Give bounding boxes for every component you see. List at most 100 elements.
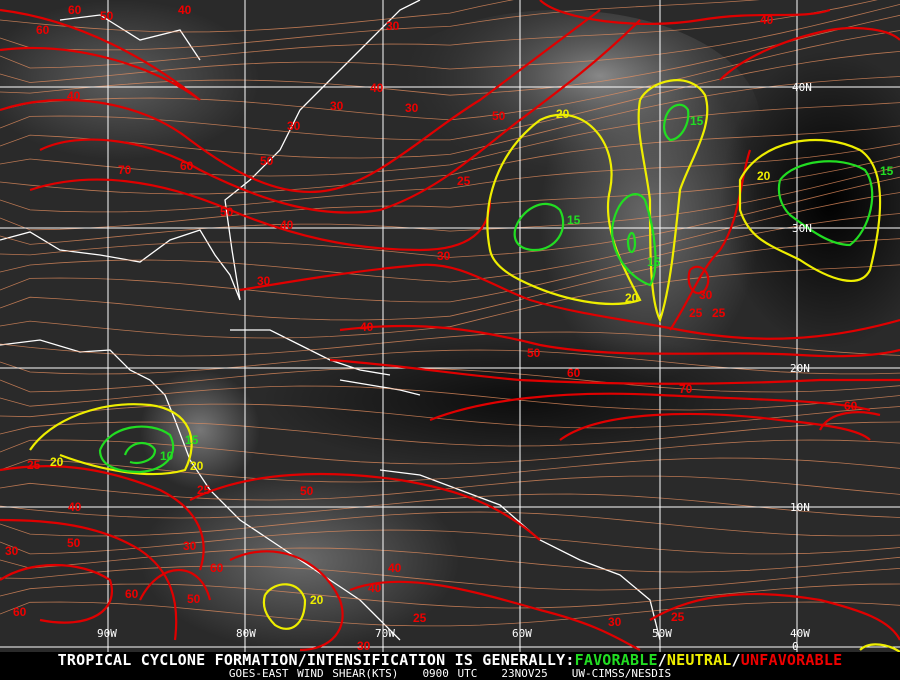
contour-label: 50 [260, 154, 274, 168]
contour-label: 15 [880, 164, 894, 178]
legend-separator: / [657, 651, 667, 669]
streamline [0, 14, 900, 96]
contour-label: 60 [567, 366, 581, 380]
contour-label: 20 [556, 107, 570, 121]
contour-label: 30 [437, 249, 451, 263]
map-caption: TROPICAL CYCLONE FORMATION/INTENSIFICATI… [0, 652, 900, 680]
contour-label: 50 [100, 9, 114, 23]
lon-label: 80W [236, 627, 256, 640]
neutral-contours [29, 79, 900, 652]
contour-label: 30 [330, 99, 344, 113]
contour-labels: 60 50 40 30 30 40 30 50 50 60 30 40 70 60 50 40 30 30 25 20… [5, 3, 894, 652]
legend-favorable: FAVORABLE [574, 651, 658, 669]
streamline [0, 213, 900, 303]
contour-label: 30 [405, 101, 419, 115]
contour-label: 30 [183, 539, 197, 553]
favorability-legend: TROPICAL CYCLONE FORMATION/INTENSIFICATI… [0, 652, 900, 668]
satellite-name: GOES-EAST [228, 667, 289, 680]
contour-label: 70 [118, 163, 132, 177]
streamline [0, 367, 900, 393]
product-info: GOES-EAST WIND SHEAR(KTS) 0900 UTC 23NOV25… [0, 668, 900, 680]
contour-label: 30 [608, 615, 622, 629]
valid-time: 0900 UTC [422, 667, 478, 680]
streamline [0, 349, 900, 375]
lat-label: 20N [790, 362, 810, 375]
contour-label: 15 [185, 433, 199, 447]
field-name: WIND SHEAR(KTS) [297, 667, 399, 680]
legend-unfavorable: UNFAVORABLE [740, 651, 843, 669]
contour-label: 50 [220, 205, 234, 219]
contour-label: 15 [690, 114, 704, 128]
streamline [0, 0, 514, 33]
contour-label: 15 [567, 213, 581, 227]
streamline [0, 102, 900, 177]
contour-label: 40 [360, 320, 374, 334]
map-canvas: 60 50 40 30 30 40 30 50 50 60 30 40 70 60 50 40 30 30 25 20… [0, 0, 900, 652]
contour-label: 15 [647, 255, 661, 269]
streamline [0, 155, 900, 231]
lat-lon-grid [0, 0, 900, 652]
contour-label: 40 [388, 561, 402, 575]
streamline [0, 165, 900, 245]
contour-label: 40 [368, 581, 382, 595]
contour-label: 30 [287, 119, 301, 133]
contour-label: 40 [67, 89, 81, 103]
lon-label: 70W [375, 627, 395, 640]
satellite-imagery [0, 0, 900, 652]
contour-label: 30 [357, 639, 371, 652]
lat-label: 30N [792, 222, 812, 235]
streamline [0, 529, 900, 555]
streamline [0, 238, 900, 321]
streamline [0, 176, 900, 258]
lon-label: 50W [652, 627, 672, 640]
legend-prefix: TROPICAL CYCLONE FORMATION/INTENSIFICATI… [57, 651, 575, 669]
contour-label: 40 [280, 218, 294, 232]
contour-label: 60 [125, 587, 139, 601]
contour-label: 60 [844, 399, 858, 413]
contour-label: 60 [36, 23, 50, 37]
streamline [0, 264, 900, 339]
contour-label: 70 [679, 382, 693, 396]
contour-label: 25 [27, 458, 41, 472]
contour-label: 60 [13, 605, 27, 619]
streamline [0, 0, 761, 51]
contour-label: 20 [625, 291, 639, 305]
valid-date: 23NOV25 [501, 667, 548, 680]
contour-label: 50 [300, 484, 314, 498]
contour-label: 60 [68, 3, 82, 17]
legend-separator: / [731, 651, 741, 669]
contour-label: 30 [257, 274, 271, 288]
streamline [0, 457, 900, 483]
streamline [0, 385, 900, 411]
contour-label: 30 [699, 288, 713, 302]
contour-label: 50 [67, 536, 81, 550]
contour-label: 50 [492, 109, 506, 123]
contour-label: 25 [712, 306, 726, 320]
contour-label: 50 [527, 346, 541, 360]
contour-label: 40 [68, 500, 82, 514]
lat-label: 40N [792, 81, 812, 94]
credit: UW-CIMSS/NESDIS [571, 667, 672, 680]
contour-label: 20 [757, 169, 771, 183]
streamline [0, 565, 900, 591]
legend-neutral: NEUTRAL [666, 651, 732, 669]
streamline [0, 76, 900, 159]
contour-label: 30 [5, 544, 19, 558]
streamline [0, 511, 900, 537]
lon-label: 40W [790, 627, 810, 640]
lat-label: 10N [790, 501, 810, 514]
grid-labels: 90W 80W 70W 60W 50W 40W 40N 30N 20N 10N … [97, 81, 812, 652]
streamline [0, 421, 900, 447]
streamline [0, 493, 900, 519]
contour-label: 10 [160, 449, 174, 463]
streamline [0, 51, 900, 141]
streamline [0, 143, 900, 213]
contour-label: 25 [197, 483, 211, 497]
contour-label: 60 [180, 159, 194, 173]
streamline [0, 439, 900, 465]
streamline [0, 475, 900, 501]
lat-label: 0 [792, 640, 799, 652]
contour-label: 20 [310, 593, 324, 607]
contour-label: 20 [190, 459, 204, 473]
